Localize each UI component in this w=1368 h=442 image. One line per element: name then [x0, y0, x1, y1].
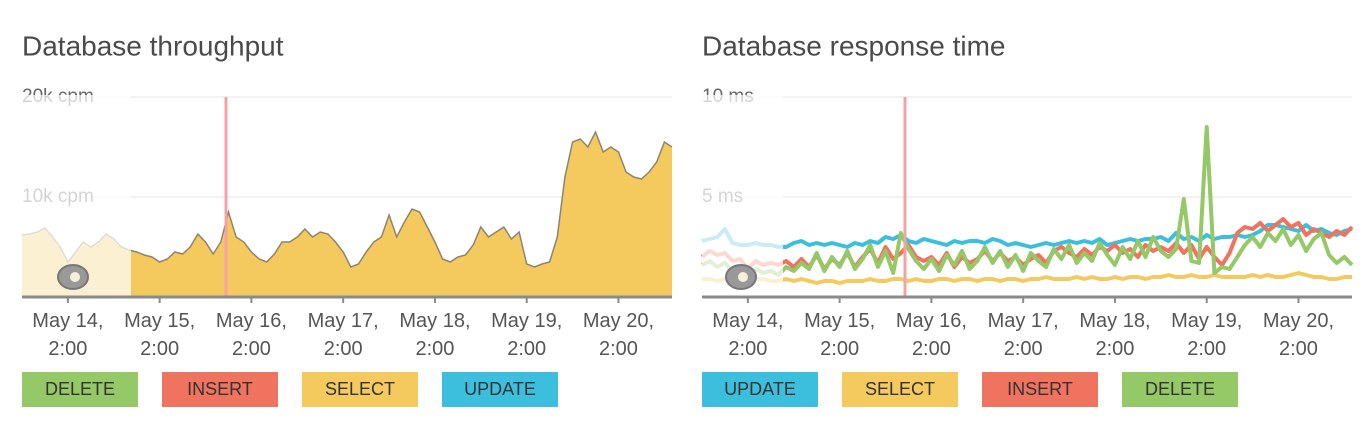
x-tick-label: May 19, 2:00: [1171, 310, 1242, 360]
legend-label[interactable]: INSERT: [187, 379, 253, 399]
legend-button[interactable]: UPDATE: [442, 372, 558, 407]
area: [22, 132, 672, 297]
legend-swatch[interactable]: [982, 372, 1098, 407]
zoom-handle-dot: [70, 272, 80, 282]
line: [702, 271, 1352, 285]
legend-swatch[interactable]: [702, 372, 818, 407]
x-tick-label: May 18, 2:00: [399, 310, 470, 360]
x-tick-label: May 19, 2:00: [491, 310, 562, 360]
legend-button[interactable]: INSERT: [982, 372, 1098, 407]
x-tick-label: May 20, 2:00: [583, 310, 654, 360]
x-tick-label: May 17, 2:00: [988, 310, 1059, 360]
x-tick-label: May 15, 2:00: [804, 310, 875, 360]
x-tick-label: May 14, 2:00: [32, 310, 103, 360]
legend-button[interactable]: UPDATE: [702, 372, 818, 407]
legend-swatch[interactable]: [302, 372, 418, 407]
legend-button[interactable]: DELETE: [1122, 372, 1238, 407]
x-tick-label: May 15, 2:00: [124, 310, 195, 360]
legend-label[interactable]: UPDATE: [464, 379, 536, 399]
x-tick-label: May 16, 2:00: [896, 310, 967, 360]
legend-swatch[interactable]: [162, 372, 278, 407]
legend-button[interactable]: SELECT: [302, 372, 418, 407]
chart-title: Database throughput: [22, 30, 284, 61]
legend-label[interactable]: SELECT: [865, 379, 935, 399]
fade-overlay: [22, 95, 131, 297]
legend-swatch[interactable]: [842, 372, 958, 407]
x-tick-label: May 16, 2:00: [216, 310, 287, 360]
legend-label[interactable]: DELETE: [1145, 379, 1215, 399]
line: [701, 223, 1353, 249]
legend-label[interactable]: SELECT: [325, 379, 395, 399]
line: [701, 125, 1354, 277]
x-tick-label: May 20, 2:00: [1263, 310, 1334, 360]
legend-label[interactable]: DELETE: [45, 379, 115, 399]
legend-swatch[interactable]: [442, 372, 558, 407]
zoom-handle-dot: [738, 272, 748, 282]
legend-swatch[interactable]: [22, 372, 138, 407]
legend-button[interactable]: INSERT: [162, 372, 278, 407]
legend-swatch[interactable]: [1122, 372, 1238, 407]
legend-label[interactable]: UPDATE: [724, 379, 796, 399]
legend-button[interactable]: SELECT: [842, 372, 958, 407]
x-tick-label: May 14, 2:00: [712, 310, 783, 360]
chart-title: Database response time: [702, 30, 1006, 61]
x-tick-label: May 17, 2:00: [308, 310, 379, 360]
fade-overlay: [702, 95, 783, 297]
legend-button[interactable]: DELETE: [22, 372, 138, 407]
x-tick-label: May 18, 2:00: [1079, 310, 1150, 360]
legend-label[interactable]: INSERT: [1007, 379, 1073, 399]
